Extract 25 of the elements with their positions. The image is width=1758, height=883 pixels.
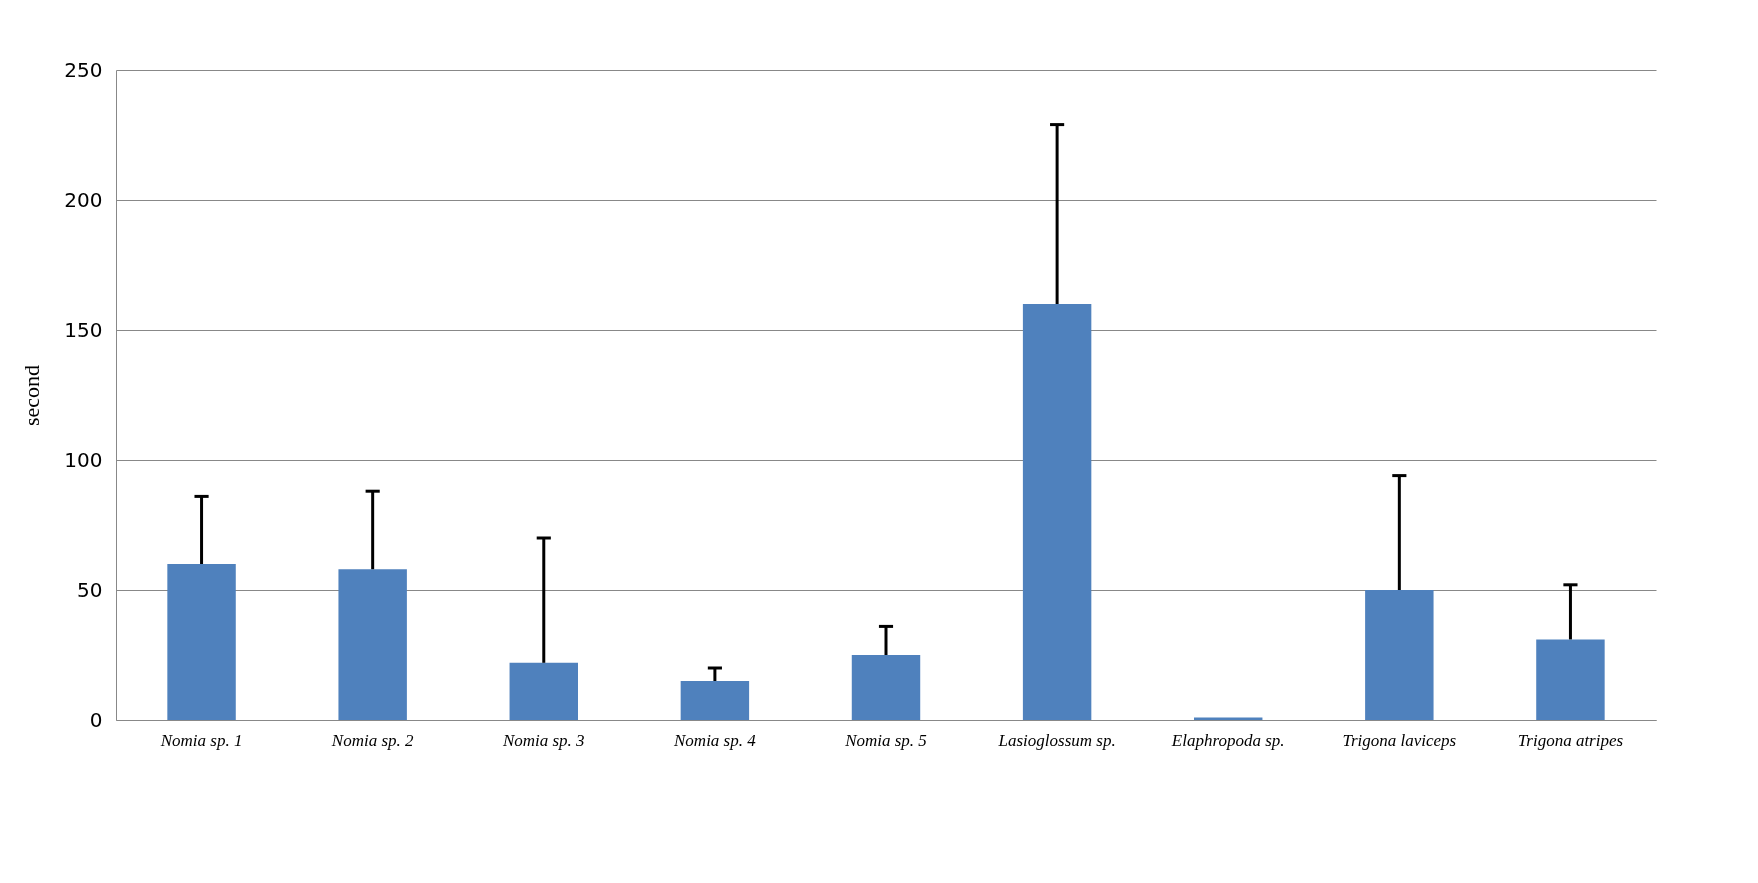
bar — [338, 569, 407, 720]
x-tick-label: Nomia sp. 2 — [330, 730, 415, 750]
x-tick-label: Trigona atripes — [1517, 730, 1624, 750]
bar — [167, 564, 236, 720]
y-axis-title: second — [19, 364, 45, 427]
y-tick-label: 150 — [64, 317, 103, 342]
bar — [680, 681, 750, 720]
bar — [1022, 304, 1092, 720]
y-tick-label: 250 — [64, 57, 103, 82]
bar — [851, 655, 921, 720]
bar — [509, 662, 578, 720]
y-tick-label: 0 — [89, 707, 103, 732]
x-tick-label: Nomia sp. 4 — [673, 730, 757, 750]
y-tick-label: 200 — [64, 187, 103, 212]
x-tick-label: Elaphropoda sp. — [1170, 730, 1285, 750]
bar — [1194, 717, 1263, 720]
x-tick-label: Lasioglossum sp. — [997, 730, 1116, 750]
x-tick-label: Nomia sp. 5 — [844, 730, 927, 750]
x-tick-label: Nomia sp. 3 — [501, 730, 585, 750]
x-tick-label: Nomia sp. 1 — [159, 730, 243, 750]
y-tick-label: 100 — [64, 447, 103, 472]
bar — [1536, 639, 1605, 720]
bar — [1365, 590, 1434, 720]
y-tick-label: 50 — [77, 577, 103, 602]
x-tick-label: Trigona laviceps — [1342, 730, 1457, 750]
